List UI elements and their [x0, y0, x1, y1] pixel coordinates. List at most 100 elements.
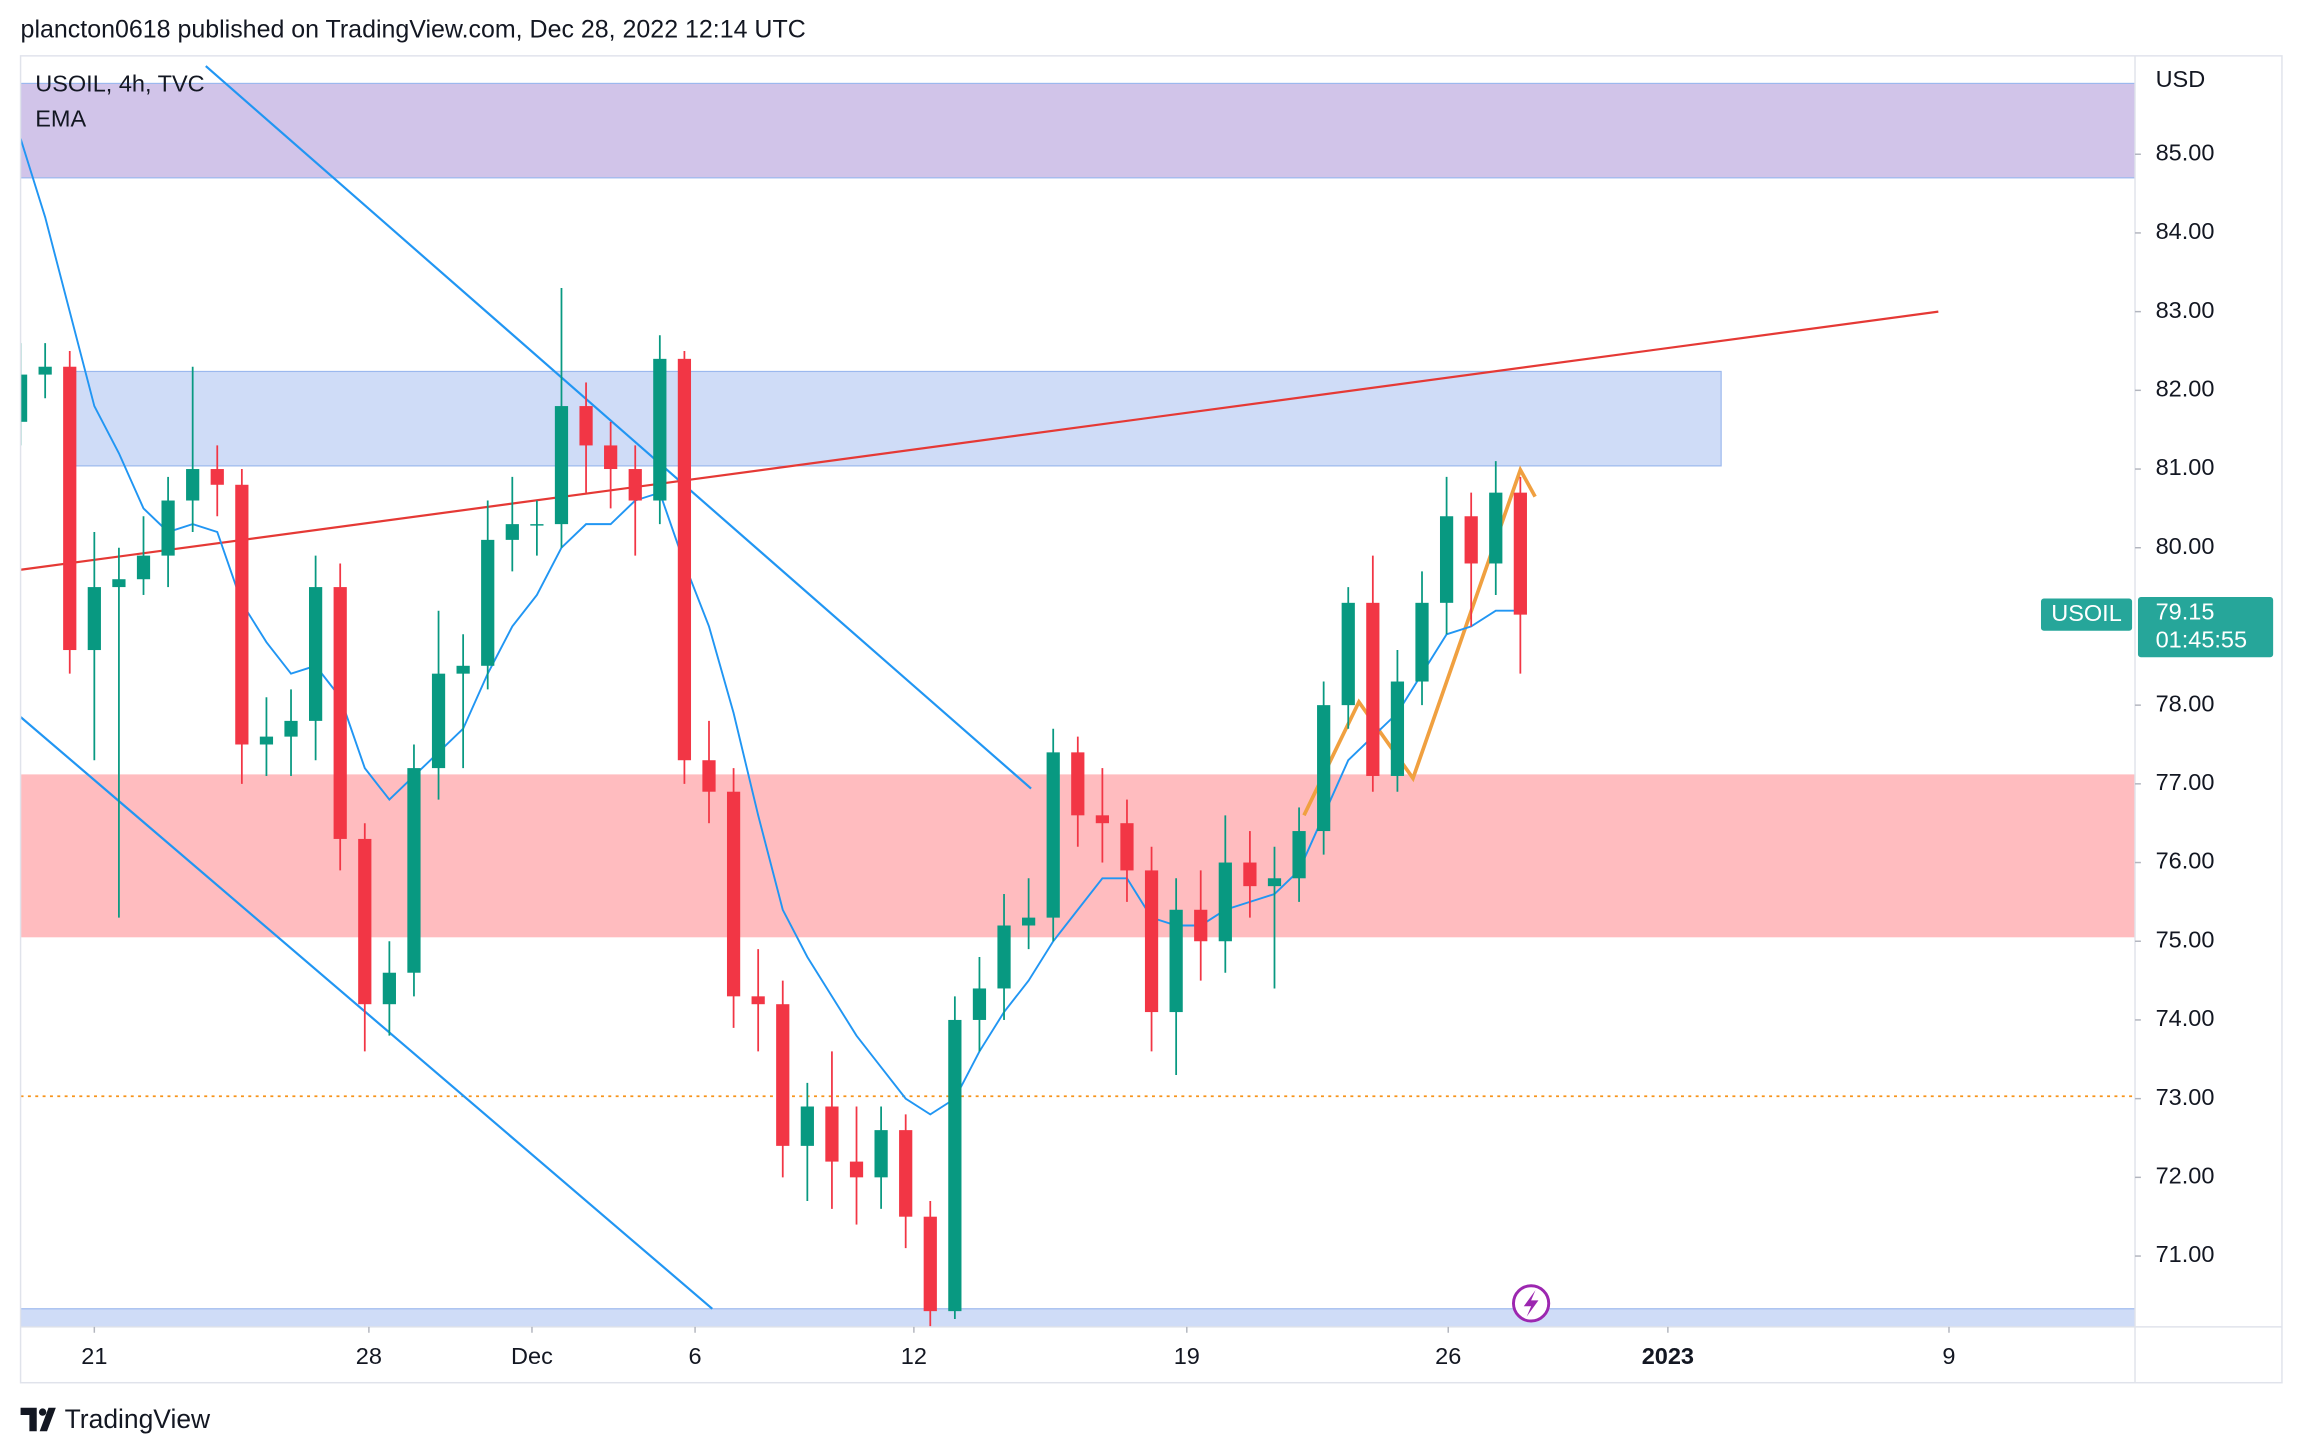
price-label: 79.15 — [2156, 598, 2215, 624]
candle-body — [726, 791, 741, 997]
x-tick-label: Dec — [511, 1343, 553, 1369]
x-tick-label: 21 — [81, 1343, 107, 1369]
candle-body — [358, 838, 372, 1005]
candle-body — [1439, 516, 1454, 603]
candle-body — [948, 1019, 962, 1312]
y-tick-label: 74.00 — [2156, 1005, 2215, 1031]
candle-body — [382, 972, 396, 1005]
candle-body — [776, 1004, 790, 1146]
candle-body — [1169, 909, 1183, 1013]
y-tick-label: 85.00 — [2156, 139, 2215, 165]
candle-body — [20, 374, 28, 422]
candle-body — [628, 469, 642, 501]
candle-body — [1317, 705, 1331, 832]
candle-body — [87, 587, 101, 651]
candle-body — [259, 736, 274, 745]
candle-body — [899, 1130, 913, 1217]
candle-body — [112, 579, 126, 588]
candle-body — [1071, 752, 1085, 816]
x-tick-label: 2023 — [1642, 1343, 1694, 1369]
candle-body — [653, 358, 667, 501]
candle-body — [1120, 823, 1134, 871]
candle-body — [1095, 815, 1109, 824]
y-tick-label: 82.00 — [2156, 376, 2215, 402]
x-tick-label: 19 — [1174, 1343, 1200, 1369]
candle-body — [702, 760, 716, 792]
y-tick-label: 73.00 — [2156, 1084, 2215, 1110]
footer: TradingView — [65, 1404, 211, 1434]
zone — [66, 370, 1722, 467]
trend-line — [20, 310, 1939, 571]
zone — [20, 82, 2136, 179]
candle-body — [235, 484, 249, 745]
candle-body — [38, 366, 52, 375]
candle-body — [136, 555, 151, 580]
y-tick-label: 71.00 — [2156, 1241, 2215, 1267]
candle-body — [161, 500, 175, 556]
candle-body — [1046, 752, 1060, 918]
y-axis-label: USD — [2156, 66, 2206, 92]
candle-body — [1218, 862, 1232, 942]
candle-body — [849, 1161, 864, 1178]
candle-body — [63, 366, 77, 651]
candle-body — [1415, 602, 1429, 682]
candle-body — [407, 768, 421, 973]
candle-body — [677, 358, 692, 761]
y-tick-label: 76.00 — [2156, 848, 2215, 874]
footer-logo — [20, 1407, 56, 1432]
candle-body — [1366, 602, 1380, 776]
candle-body — [825, 1106, 839, 1162]
x-tick-label: 6 — [689, 1343, 702, 1369]
y-tick-label: 80.00 — [2156, 533, 2215, 559]
y-tick-label: 77.00 — [2156, 769, 2215, 795]
candle-body — [210, 469, 224, 485]
candle-body — [923, 1216, 937, 1312]
symbol-label: USOIL — [2051, 600, 2122, 626]
frame — [19, 55, 2283, 1384]
legend-title: USOIL, 4h, TVC — [35, 70, 204, 96]
y-tick-label: 75.00 — [2156, 926, 2215, 952]
candle-body — [604, 445, 618, 470]
candle-body — [431, 673, 446, 769]
candle-body — [1144, 870, 1159, 1013]
candle-body — [505, 524, 519, 540]
legend-entry: EMA — [35, 106, 86, 132]
candle-body — [481, 539, 495, 666]
candle-body — [751, 996, 765, 1005]
trend-line — [20, 716, 713, 1310]
candle-body — [530, 524, 544, 526]
y-tick-label: 84.00 — [2156, 218, 2215, 244]
candle-body — [1464, 516, 1478, 564]
candle-body — [284, 720, 298, 737]
y-tick-label: 81.00 — [2156, 454, 2215, 480]
candle-body — [997, 925, 1011, 989]
candle-body — [333, 587, 347, 839]
candle-body — [1390, 681, 1405, 776]
ema-line — [20, 138, 1521, 1116]
candle-body — [1243, 862, 1257, 887]
candle-body — [1292, 831, 1306, 879]
zone — [20, 1308, 2136, 1327]
x-tick-label: 12 — [901, 1343, 927, 1369]
candle-body — [800, 1106, 814, 1146]
candle-body — [579, 406, 593, 446]
candle-body — [972, 988, 987, 1020]
y-tick-label: 78.00 — [2156, 690, 2215, 716]
symbol-badge — [2040, 598, 2133, 631]
candle-body — [1022, 917, 1036, 926]
candle-body — [456, 665, 470, 674]
candle-body — [1267, 878, 1282, 887]
candle-body — [1341, 602, 1355, 706]
countdown-label: 01:45:55 — [2156, 626, 2247, 652]
header: plancton0618 published on TradingView.co… — [21, 15, 806, 43]
x-tick-label: 26 — [1435, 1343, 1461, 1369]
candle-body — [554, 406, 569, 525]
candle-body — [1194, 909, 1208, 942]
trend-line — [1302, 465, 1537, 817]
candle-body — [874, 1130, 888, 1178]
x-tick-label: 9 — [1942, 1343, 1955, 1369]
y-tick-label: 72.00 — [2156, 1163, 2215, 1189]
